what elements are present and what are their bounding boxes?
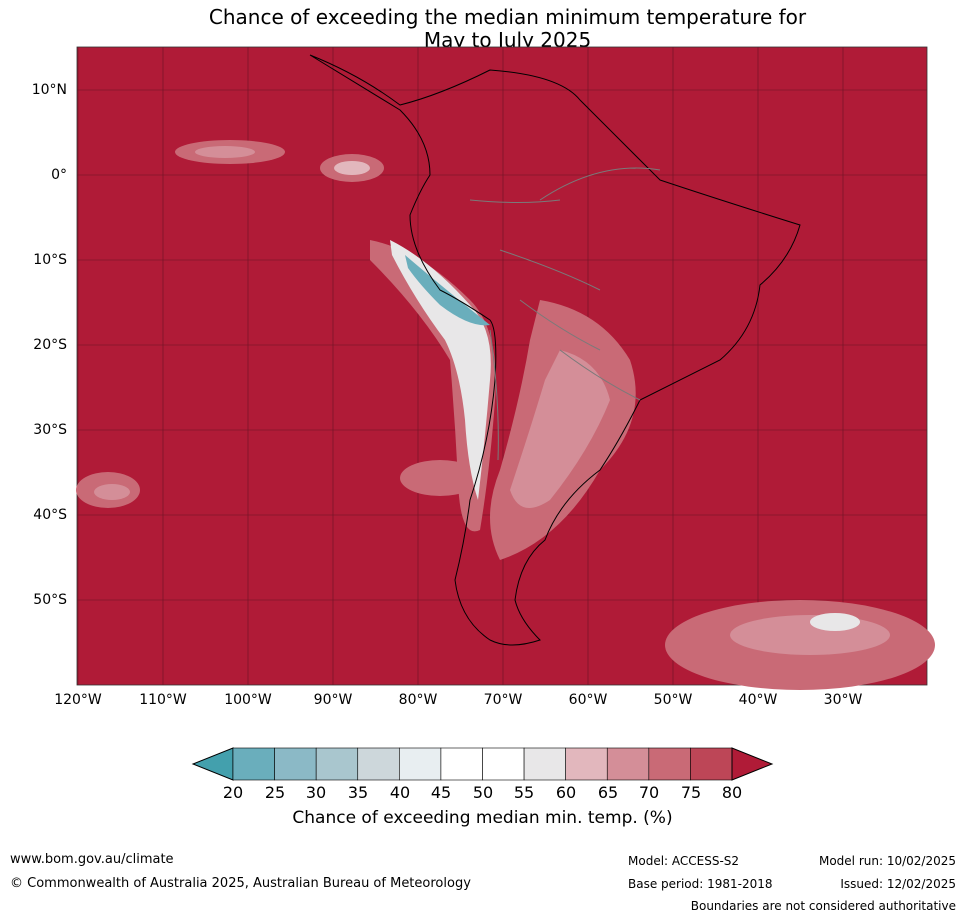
colorbar-tick-30: 30 bbox=[305, 783, 327, 802]
south-america-coastline bbox=[309, 54, 801, 646]
lon-label-100w: 100°W bbox=[224, 692, 272, 708]
colorbar-segment-10 bbox=[648, 747, 691, 781]
colorbar bbox=[191, 747, 774, 781]
lon-label-40w: 40°W bbox=[738, 692, 778, 708]
colorbar-label: Chance of exceeding median min. temp. (%… bbox=[292, 808, 673, 828]
colorbar-segment-7 bbox=[523, 747, 566, 781]
lon-label-60w: 60°W bbox=[568, 692, 608, 708]
lon-label-50w: 50°W bbox=[653, 692, 693, 708]
region-peru-coast-mid bbox=[390, 240, 491, 500]
colorbar-tick-35: 35 bbox=[347, 783, 369, 802]
copyright-text: © Commonwealth of Australia 2025, Austra… bbox=[10, 876, 471, 891]
model-run-text: Model run: 10/02/2025 bbox=[818, 854, 956, 868]
base-period-text: Base period: 1981-2018 bbox=[628, 877, 773, 891]
colorbar-tick-50: 50 bbox=[472, 783, 494, 802]
colorbar-segment-6 bbox=[482, 747, 525, 781]
lon-label-90w: 90°W bbox=[313, 692, 353, 708]
country-borders bbox=[469, 167, 661, 461]
colorbar-segment-4 bbox=[399, 747, 442, 781]
website-link[interactable]: www.bom.gov.au/climate bbox=[10, 852, 174, 867]
colorbar-tick-20: 20 bbox=[222, 783, 244, 802]
colorbar-tick-75: 75 bbox=[680, 783, 702, 802]
colorbar-extend-high bbox=[731, 747, 774, 781]
issued-text: Issued: 12/02/2025 bbox=[840, 877, 956, 891]
lon-label-80w: 80°W bbox=[398, 692, 438, 708]
colorbar-segment-8 bbox=[565, 747, 608, 781]
colorbar-segment-1 bbox=[274, 747, 317, 781]
colorbar-tick-40: 40 bbox=[389, 783, 411, 802]
lat-label-50s: 50°S bbox=[33, 592, 67, 608]
colorbar-segment-0 bbox=[232, 747, 275, 781]
lat-label-10s: 10°S bbox=[33, 252, 67, 268]
colorbar-tick-65: 65 bbox=[597, 783, 619, 802]
colorbar-segment-5 bbox=[440, 747, 483, 781]
colorbar-segment-9 bbox=[606, 747, 650, 781]
region-galapagos-inner bbox=[334, 161, 370, 175]
lat-label-30s: 30°S bbox=[33, 422, 67, 438]
model-text: Model: ACCESS-S2 bbox=[628, 854, 740, 868]
lon-label-120w: 120°W bbox=[54, 692, 102, 708]
colorbar-segment-11 bbox=[690, 747, 733, 781]
probability-map bbox=[76, 46, 935, 690]
map-title-line1: Chance of exceeding the median minimum t… bbox=[208, 5, 807, 29]
colorbar-tick-45: 45 bbox=[430, 783, 452, 802]
region-se-pacific-inner bbox=[94, 484, 130, 500]
lon-label-30w: 30°W bbox=[823, 692, 863, 708]
lon-label-70w: 70°W bbox=[483, 692, 523, 708]
colorbar-tick-25: 25 bbox=[264, 783, 286, 802]
colorbar-segment-3 bbox=[357, 747, 400, 781]
lat-label-40s: 40°S bbox=[33, 507, 67, 523]
colorbar-segment-2 bbox=[315, 747, 359, 781]
disclaimer-text: Boundaries are not considered authoritat… bbox=[690, 899, 956, 913]
colorbar-tick-80: 80 bbox=[721, 783, 743, 802]
colorbar-tick-55: 55 bbox=[513, 783, 535, 802]
colorbar-segments bbox=[191, 747, 774, 781]
region-interior-inner bbox=[510, 350, 610, 508]
lat-label-0: 0° bbox=[51, 167, 67, 183]
lon-label-110w: 110°W bbox=[139, 692, 187, 708]
region-southern-ocean-core bbox=[810, 613, 860, 631]
colorbar-tick-70: 70 bbox=[638, 783, 660, 802]
lat-label-20s: 20°S bbox=[33, 337, 67, 353]
region-peru-coast-cool bbox=[405, 255, 490, 326]
colorbar-tick-60: 60 bbox=[555, 783, 577, 802]
region-equatorial-pacific-inner bbox=[195, 146, 255, 158]
colorbar-extend-low bbox=[191, 747, 234, 781]
anomaly-regions bbox=[76, 140, 935, 690]
lat-label-10n: 10°N bbox=[31, 82, 67, 98]
